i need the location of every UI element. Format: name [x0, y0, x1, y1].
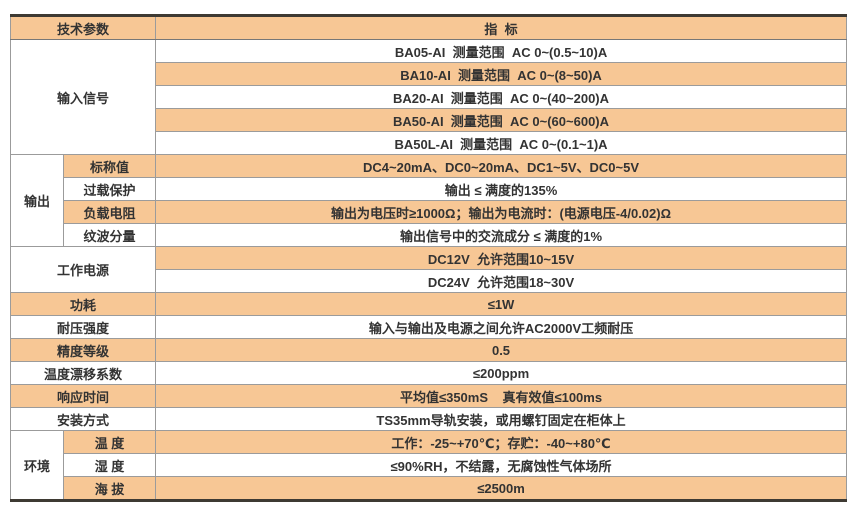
section-label-power: 工作电源	[9, 246, 157, 293]
section-label-input-signal: 输入信号	[9, 39, 157, 155]
table-row: 温度漂移系数 ≤200ppm	[9, 361, 848, 385]
row-value: ≤1W	[155, 292, 848, 316]
row-label: 安装方式	[9, 407, 157, 431]
row-value: 工作：-25~+70℃；存贮：-40~+80℃	[155, 430, 848, 454]
row-value: BA50L-AI 测量范围 AC 0~(0.1~1)A	[155, 131, 848, 155]
row-label: 标称值	[62, 154, 157, 178]
row-value: 输出为电压时≥1000Ω；输出为电流时：(电源电压-4/0.02)Ω	[155, 200, 848, 224]
table-row: 精度等级 0.5	[9, 338, 848, 362]
row-label: 纹波分量	[62, 223, 157, 247]
row-label: 温度漂移系数	[9, 361, 157, 385]
table-row: 过载保护 输出 ≤ 满度的135%	[11, 177, 848, 201]
row-label: 湿 度	[62, 453, 157, 477]
page: 技术参数 指 标 输入信号 BA05-AI 测量范围 AC 0~(0.5~10)…	[9, 14, 848, 502]
header-row: 技术参数 指 标	[9, 15, 848, 40]
table-row: BA50L-AI 测量范围 AC 0~(0.1~1)A	[11, 131, 848, 155]
row-value: ≤2500m	[155, 476, 848, 501]
table-row: 响应时间 平均值≤350mS 真有效值≤100ms	[9, 384, 848, 408]
table-row: 工作电源 DC12V 允许范围10~15V	[9, 246, 848, 293]
table-row: 湿 度 ≤90%RH，不结露，无腐蚀性气体场所	[11, 453, 848, 477]
table-row: 海 拔 ≤2500m	[11, 476, 848, 501]
table-row: BA10-AI 测量范围 AC 0~(8~50)A	[11, 62, 848, 86]
row-value: 0.5	[155, 338, 848, 362]
table-row: 耐压强度 输入与输出及电源之间允许AC2000V工频耐压	[9, 315, 848, 339]
row-value: 输出 ≤ 满度的135%	[155, 177, 848, 201]
table-row: 功耗 ≤1W	[9, 292, 848, 316]
row-value: BA50-AI 测量范围 AC 0~(60~600)A	[155, 108, 848, 132]
section-label-environment: 环境	[10, 430, 64, 501]
row-label: 海 拔	[62, 476, 157, 501]
row-label: 过载保护	[62, 177, 157, 201]
row-label: 精度等级	[9, 338, 157, 362]
row-value: 输入与输出及电源之间允许AC2000V工频耐压	[155, 315, 848, 339]
spec-table: 技术参数 指 标 输入信号 BA05-AI 测量范围 AC 0~(0.5~10)…	[9, 14, 848, 502]
table-row: 输出 标称值 DC4~20mA、DC0~20mA、DC1~5V、DC0~5V	[10, 154, 848, 247]
row-label: 耐压强度	[9, 315, 157, 339]
row-label: 功耗	[9, 292, 157, 316]
table-row: 负载电阻 输出为电压时≥1000Ω；输出为电流时：(电源电压-4/0.02)Ω	[11, 200, 848, 224]
row-label: 温 度	[62, 430, 157, 454]
header-param: 技术参数	[9, 15, 157, 40]
row-value: BA20-AI 测量范围 AC 0~(40~200)A	[155, 85, 848, 109]
row-label: 负载电阻	[62, 200, 157, 224]
row-value: ≤90%RH，不结露，无腐蚀性气体场所	[155, 453, 848, 477]
table-row: 输入信号 BA05-AI 测量范围 AC 0~(0.5~10)A	[9, 39, 848, 155]
row-value: 输出信号中的交流成分 ≤ 满度的1%	[155, 223, 848, 247]
row-value: BA10-AI 测量范围 AC 0~(8~50)A	[155, 62, 848, 86]
row-value: BA05-AI 测量范围 AC 0~(0.5~10)A	[155, 39, 848, 63]
table-row: DC24V 允许范围18~30V	[11, 269, 848, 293]
section-label-output: 输出	[10, 154, 64, 247]
row-value: DC4~20mA、DC0~20mA、DC1~5V、DC0~5V	[155, 154, 848, 178]
row-label: 响应时间	[9, 384, 157, 408]
row-value: ≤200ppm	[155, 361, 848, 385]
table-row: 环境 温 度 工作：-25~+70℃；存贮：-40~+80℃	[10, 430, 848, 501]
table-row: 安装方式 TS35mm导轨安装，或用螺钉固定在柜体上	[9, 407, 848, 431]
table-row: BA50-AI 测量范围 AC 0~(60~600)A	[11, 108, 848, 132]
row-value: TS35mm导轨安装，或用螺钉固定在柜体上	[155, 407, 848, 431]
row-value: DC24V 允许范围18~30V	[155, 269, 848, 293]
row-value: DC12V 允许范围10~15V	[155, 246, 848, 270]
table-row: BA20-AI 测量范围 AC 0~(40~200)A	[11, 85, 848, 109]
table-row: 纹波分量 输出信号中的交流成分 ≤ 满度的1%	[11, 223, 848, 247]
header-indicator: 指 标	[155, 15, 848, 40]
row-value: 平均值≤350mS 真有效值≤100ms	[155, 384, 848, 408]
